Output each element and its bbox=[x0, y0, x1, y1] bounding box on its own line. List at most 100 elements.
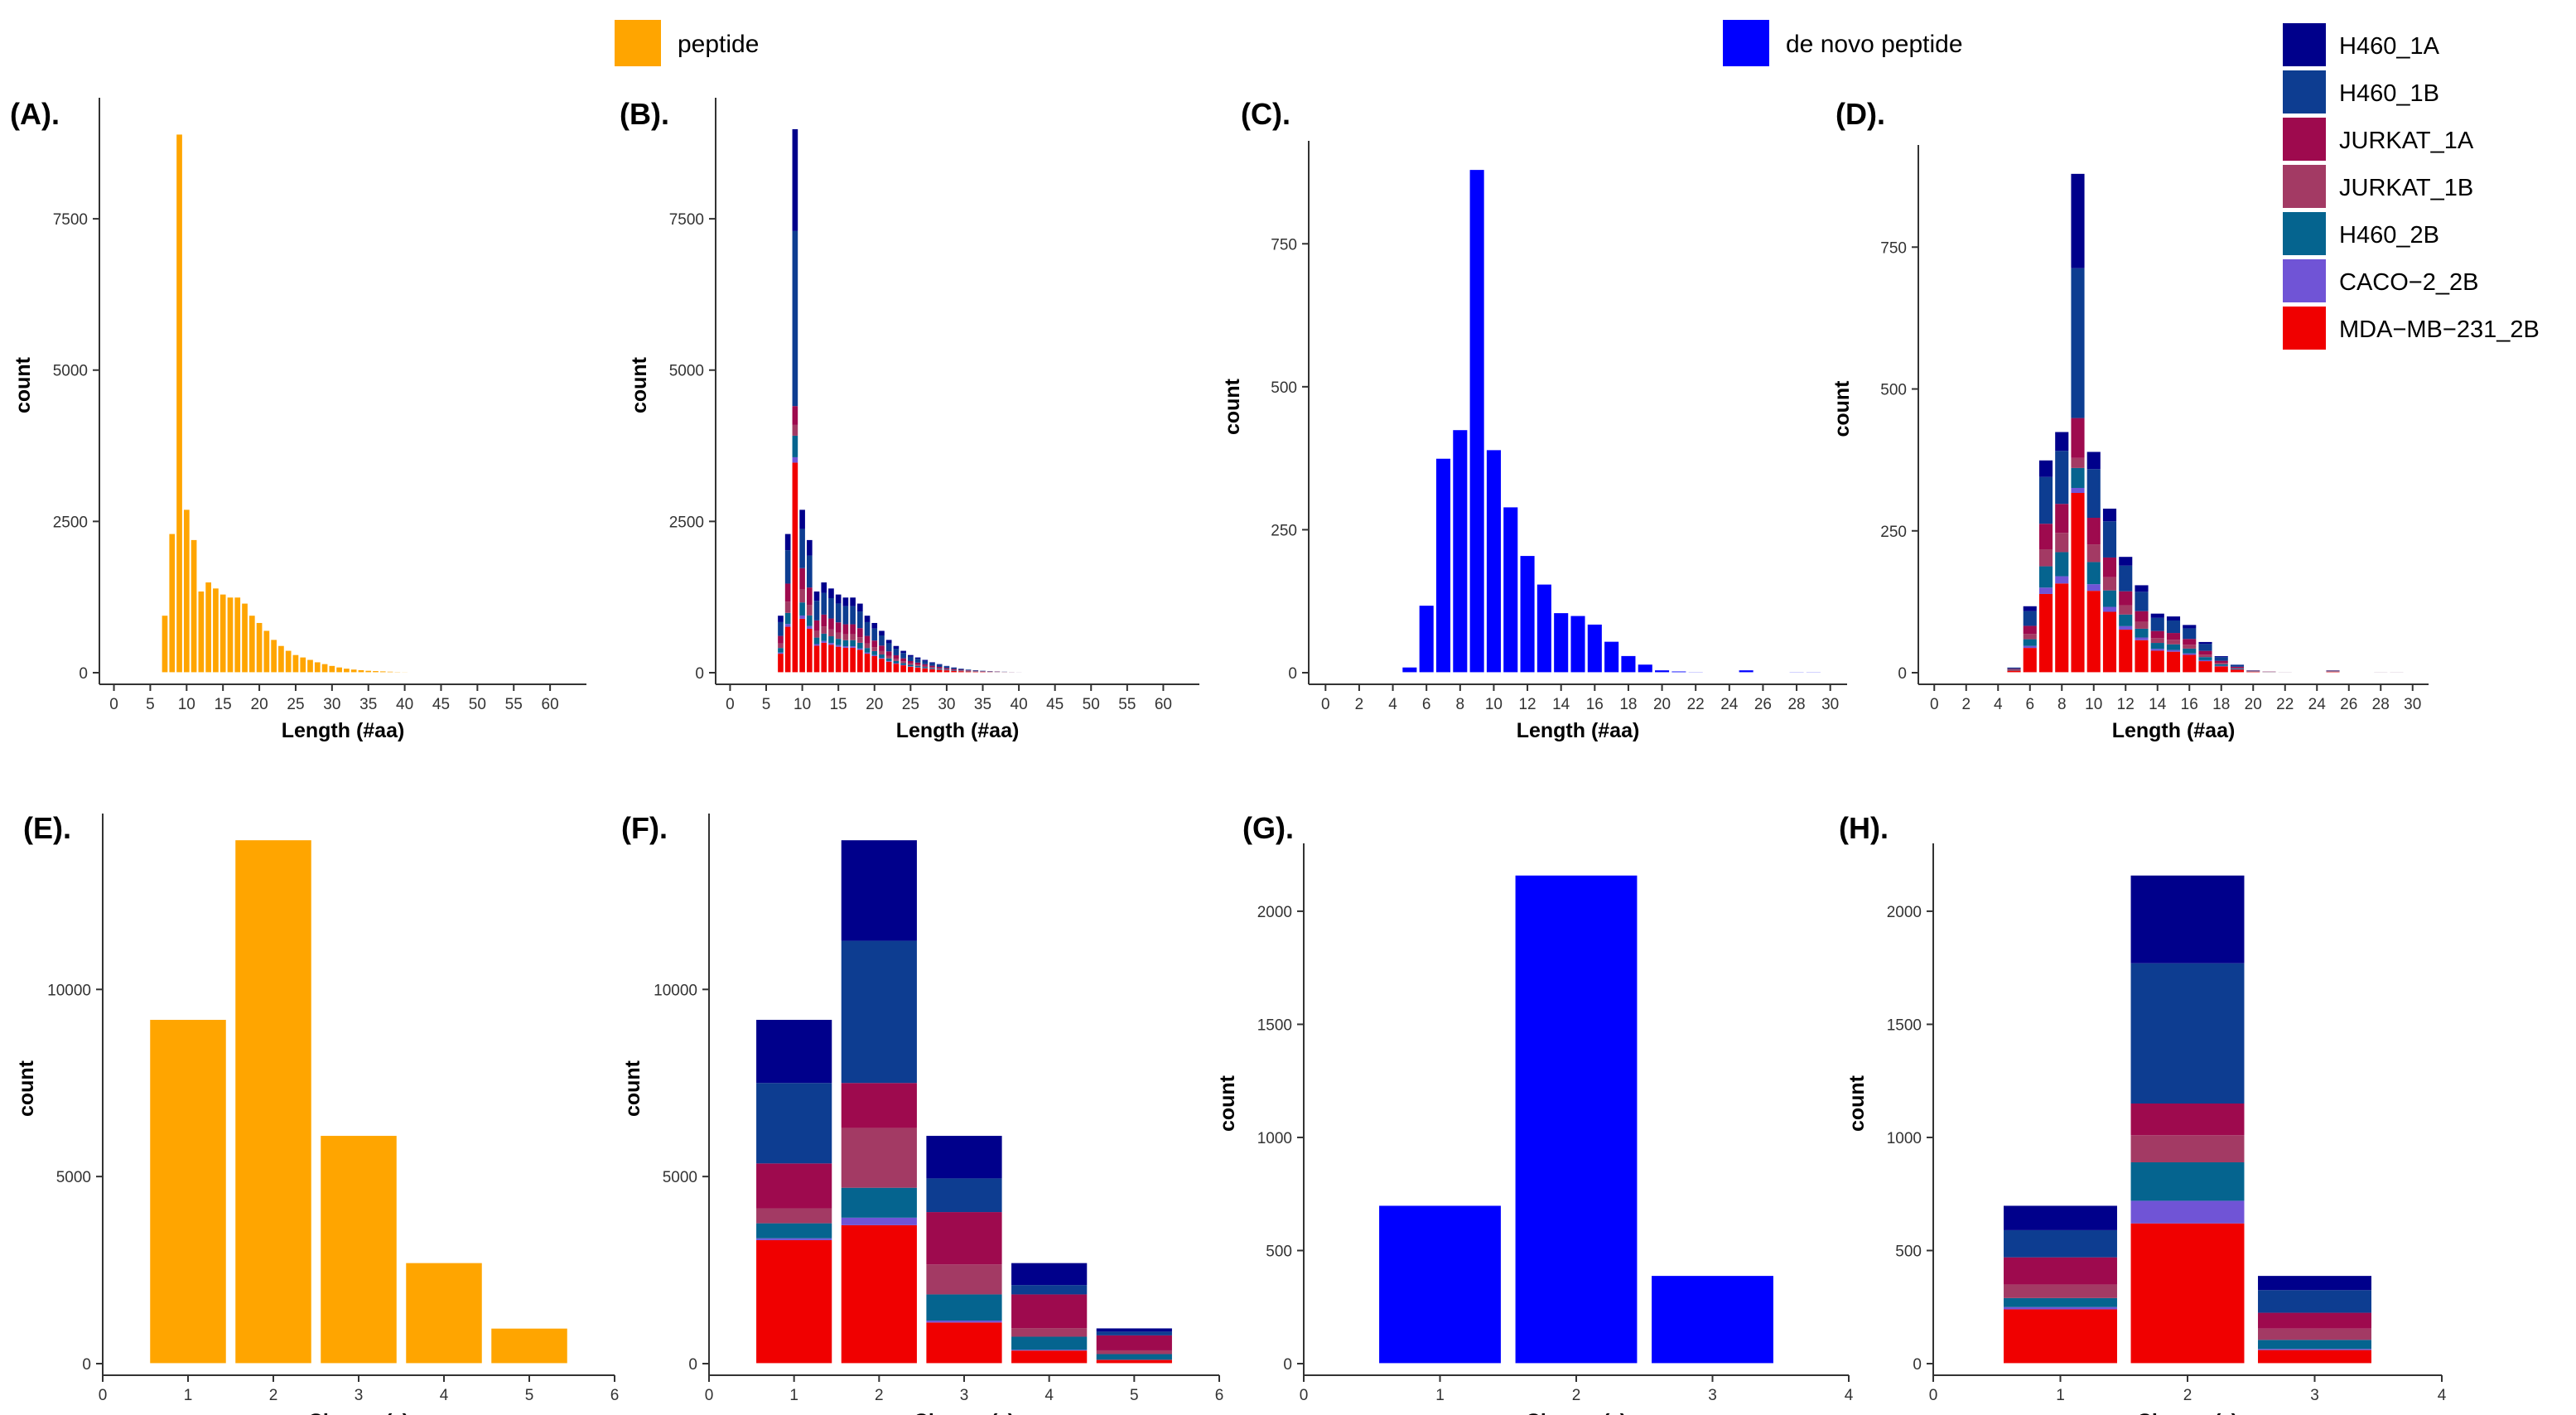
x-tick-label-a-10: 10 bbox=[178, 696, 195, 713]
bar-segment-h-1-h460_1a bbox=[2003, 1205, 2118, 1230]
bar-outline-d-9 bbox=[2070, 172, 2086, 674]
bar-e-2 bbox=[234, 839, 312, 1364]
bar-outline-d-16 bbox=[2181, 624, 2197, 674]
bar-a-21 bbox=[263, 630, 271, 674]
bar-segment-d-6-jurkat_1a bbox=[2023, 625, 2038, 635]
bar-segment-f-4-jurkat_1a bbox=[1011, 1294, 1088, 1329]
bar-outline-d-11 bbox=[2101, 507, 2118, 674]
bar-segment-f-2-h460_1a bbox=[841, 839, 918, 941]
bar-segment-b-10-h460_1b bbox=[798, 529, 806, 568]
panel-label-h: (H). bbox=[1839, 811, 1889, 845]
panel-label-a: (A). bbox=[10, 97, 60, 131]
bar-segment-d-11-h460_1a bbox=[2102, 508, 2117, 522]
bar-segment-b-11-caco-2_2b bbox=[806, 625, 813, 629]
bar-segment-b-32-mda-mb-231_2b bbox=[958, 671, 965, 673]
bar-segment-b-25-jurkat_1a bbox=[907, 660, 914, 664]
bar-segment-d-16-jurkat_1a bbox=[2182, 639, 2197, 645]
y-tick-label-g-1000: 1000 bbox=[1257, 1130, 1292, 1147]
bar-segment-b-31-h460_1b bbox=[950, 667, 958, 669]
bar-segment-d-14-caco-2_2b bbox=[2150, 649, 2165, 651]
y-tick-label-c-0: 0 bbox=[1288, 665, 1297, 683]
bar-a-10 bbox=[182, 509, 191, 674]
bar-segment-f-2-jurkat_1b bbox=[841, 1128, 918, 1188]
y-tick-label-h-1500: 1500 bbox=[1887, 1017, 1922, 1034]
bar-outline-b-44 bbox=[1044, 671, 1052, 674]
bar-segment-d-12-jurkat_1b bbox=[2118, 605, 2133, 615]
bar-segment-b-8-jurkat_1b bbox=[784, 601, 792, 613]
bar-segment-f-3-caco-2_2b bbox=[925, 1321, 1003, 1323]
bar-segment-b-17-h460_1a bbox=[849, 596, 856, 606]
bar-outline-d-13 bbox=[2134, 584, 2149, 674]
bar-segment-b-13-mda-mb-231_2b bbox=[820, 642, 827, 673]
bar-segment-b-14-jurkat_1a bbox=[827, 618, 835, 630]
bar-c-21 bbox=[1671, 670, 1687, 674]
bar-segment-d-11-jurkat_1b bbox=[2102, 577, 2117, 591]
bar-segment-d-15-h460_2b bbox=[2166, 644, 2181, 650]
legend-samples: H460_1A H460_1B JURKAT_1A JURKAT_1B H460_2B C… bbox=[2283, 23, 2540, 350]
bar-segment-b-27-jurkat_1b bbox=[921, 665, 929, 668]
legend-swatch-h460_2b bbox=[2283, 212, 2326, 255]
bar-c-15 bbox=[1570, 615, 1586, 674]
bar-e-4 bbox=[405, 1262, 483, 1364]
legend-peptide-label: peptide bbox=[678, 31, 759, 58]
bar-segment-d-19-jurkat_1a bbox=[2230, 666, 2245, 669]
y-tick-label-b-2500: 2500 bbox=[669, 514, 704, 531]
bar-segment-f-2-caco-2_2b bbox=[841, 1217, 918, 1225]
bar-segment-d-11-jurkat_1a bbox=[2102, 557, 2117, 577]
bar-segment-b-24-jurkat_1a bbox=[900, 658, 907, 662]
bar-segment-d-10-caco-2_2b bbox=[2086, 584, 2101, 592]
bar-segment-b-28-h460_1b bbox=[929, 663, 936, 666]
x-tick-label-g-1: 1 bbox=[1435, 1387, 1445, 1404]
x-tick-label-b-0: 0 bbox=[726, 696, 735, 713]
bar-outline-b-23 bbox=[892, 645, 900, 674]
bar-segment-h-2-h460_1b bbox=[2130, 963, 2246, 1104]
bar-segment-b-29-jurkat_1a bbox=[936, 666, 943, 669]
bar-segment-b-31-jurkat_1b bbox=[950, 669, 958, 671]
x-tick-label-f-5: 5 bbox=[1130, 1387, 1139, 1404]
bar-segment-b-18-mda-mb-231_2b bbox=[856, 650, 864, 673]
bar-a-9 bbox=[175, 133, 184, 674]
bar-segment-b-13-h460_1b bbox=[820, 592, 827, 615]
bar-segment-d-18-h460_1a bbox=[2214, 655, 2229, 658]
x-tick-label-a-55: 55 bbox=[505, 696, 523, 713]
bar-segment-b-13-jurkat_1a bbox=[820, 614, 827, 627]
bar-e-3 bbox=[320, 1134, 398, 1364]
x-tick-label-f-0: 0 bbox=[705, 1387, 714, 1404]
legend-swatch-mda-mb-231_2b bbox=[2283, 307, 2326, 350]
bar-segment-d-17-caco-2_2b bbox=[2197, 659, 2213, 662]
x-tick-label-f-4: 4 bbox=[1044, 1387, 1054, 1404]
bar-segment-b-12-mda-mb-231_2b bbox=[813, 645, 820, 673]
bar-segment-b-17-h460_1b bbox=[849, 606, 856, 625]
bar-e-5 bbox=[490, 1327, 568, 1364]
bar-segment-b-23-h460_2b bbox=[892, 660, 900, 664]
bar-segment-b-19-h460_1b bbox=[864, 621, 871, 636]
bar-segment-b-17-caco-2_2b bbox=[849, 646, 856, 648]
bar-segment-f-1-jurkat_1a bbox=[755, 1163, 832, 1209]
bar-segment-b-22-jurkat_1b bbox=[885, 655, 893, 659]
bar-segment-b-11-jurkat_1b bbox=[806, 605, 813, 616]
x-tick-label-a-5: 5 bbox=[146, 696, 155, 713]
bar-segment-d-9-h460_1a bbox=[2070, 173, 2086, 268]
bar-outline-b-26 bbox=[914, 656, 922, 674]
bar-a-30 bbox=[328, 664, 336, 674]
bar-c-29 bbox=[1805, 671, 1822, 674]
bar-segment-d-17-h460_2b bbox=[2197, 657, 2213, 660]
bar-c-18 bbox=[1620, 654, 1637, 674]
bar-segment-b-23-h460_1a bbox=[892, 645, 900, 650]
bar-segment-b-7-h460_2b bbox=[777, 648, 784, 653]
bar-segment-d-11-mda-mb-231_2b bbox=[2102, 611, 2117, 673]
x-tick-label-a-0: 0 bbox=[109, 696, 118, 713]
bar-segment-b-12-h460_2b bbox=[813, 637, 820, 645]
chart-panel-f: (F). 0 5000 10000 0 1 2 3 4 5 6 Charge (z) count bbox=[621, 811, 1223, 1415]
bar-outline-f-4 bbox=[1010, 1262, 1088, 1364]
bar-outline-d-25 bbox=[2325, 669, 2341, 674]
y-axis-title-h: count bbox=[1845, 1075, 1869, 1132]
bar-outline-d-20 bbox=[2245, 669, 2261, 674]
legend-label-h460_2b: H460_2B bbox=[2339, 222, 2439, 249]
x-tick-label-c-14: 14 bbox=[1552, 696, 1570, 713]
bar-outline-b-39 bbox=[1007, 670, 1015, 674]
x-axis-title-d: Length (#aa) bbox=[2112, 719, 2236, 742]
bar-outline-d-17 bbox=[2197, 640, 2213, 674]
bar-outline-b-34 bbox=[972, 669, 980, 674]
